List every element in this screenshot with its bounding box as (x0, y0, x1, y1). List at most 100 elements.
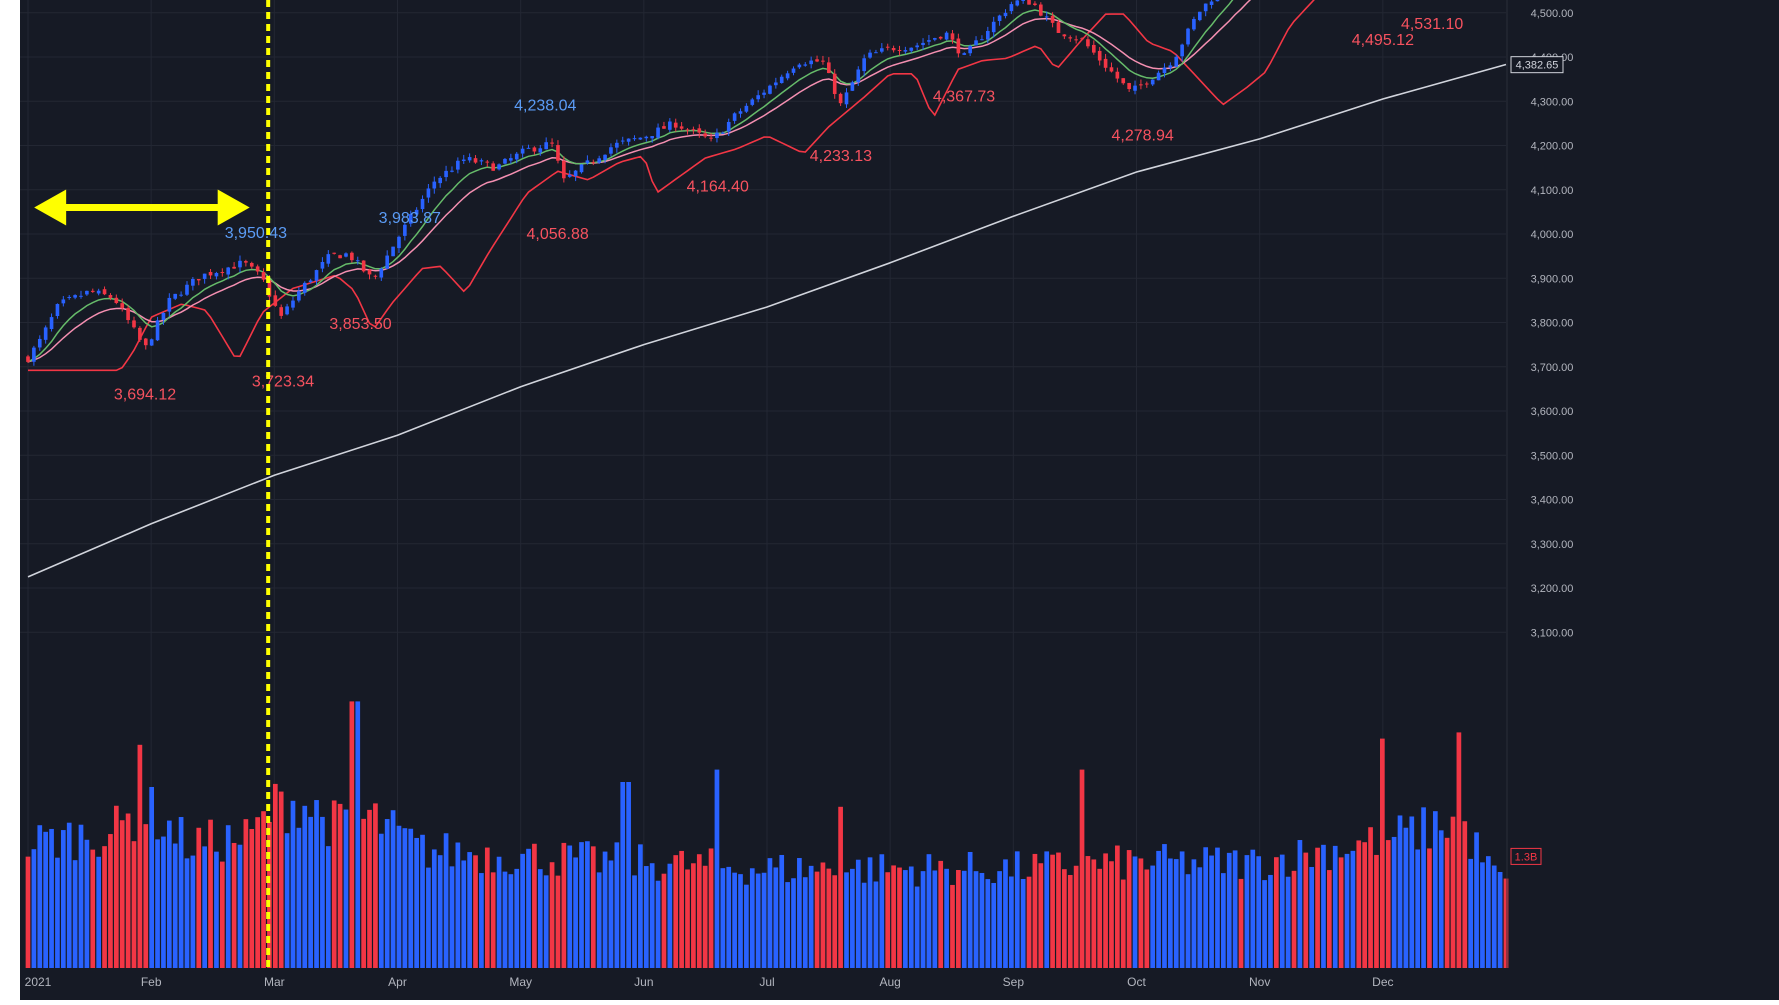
annotations (34, 0, 271, 1000)
candle-body (1127, 83, 1131, 90)
volume-bar (691, 863, 696, 968)
volume-bar (196, 827, 202, 968)
candle-body (297, 291, 301, 301)
volume-bar (991, 882, 997, 968)
volume-bar (1156, 850, 1161, 968)
candle-body (1056, 22, 1061, 33)
volume-bar (1368, 827, 1373, 968)
volume-bar (802, 877, 808, 968)
volume-bar (1256, 856, 1262, 968)
candle-body (420, 198, 425, 210)
time-axis[interactable]: 2021 Feb Mar Apr May Jun Jul Aug Sep Oct Nov Dec (20, 968, 1779, 1000)
candle-body (1209, 1, 1214, 5)
volume-bar (190, 855, 196, 968)
candle-body (815, 59, 819, 62)
candle-body (573, 170, 578, 177)
volume-bar (1215, 847, 1220, 968)
volume-bar (1221, 873, 1226, 968)
volume-bar (108, 834, 113, 968)
volume-bar (620, 782, 626, 968)
swing-high-label: 4,238.04 (514, 98, 576, 115)
swing-high-label: 3,983.87 (379, 210, 441, 227)
candle-body (650, 136, 654, 139)
volume-bar (632, 875, 637, 968)
volume-bar (1091, 859, 1097, 968)
volume-bar (808, 865, 814, 968)
volume-bar (1427, 848, 1432, 968)
volume-bar (638, 844, 643, 968)
sma-200-line (27, 63, 1507, 578)
volume-bar (537, 869, 543, 968)
volume-bar (1003, 859, 1008, 968)
candle-body (385, 255, 390, 269)
volume-bar (732, 872, 737, 968)
volume-bar (1173, 859, 1179, 968)
volume-bar (1067, 874, 1073, 968)
candle-body (921, 42, 925, 46)
volume-bar (1421, 807, 1426, 968)
candlestick-chart[interactable]: 3,950.433,983.874,238.044,545.854,718.50… (20, 0, 1779, 1000)
volume-bar (426, 867, 431, 968)
candle-body (1003, 12, 1008, 17)
volume-bar (1056, 852, 1061, 968)
volume-bar (337, 803, 343, 968)
candle-body (438, 177, 443, 184)
candle-body (709, 137, 713, 139)
swing-high-label: 3,950.43 (225, 225, 287, 242)
arrow-head-left (34, 189, 67, 226)
candle-body (750, 99, 755, 105)
price-tick-label: 4,000.00 (1531, 229, 1574, 241)
volume-bar (149, 786, 155, 968)
volume-bar (325, 846, 331, 968)
candle-body (403, 224, 407, 236)
volume-bar (844, 872, 849, 968)
chart-panel[interactable]: 3,950.433,983.874,238.044,545.854,718.50… (20, 0, 1779, 1000)
price-tick-label: 3,400.00 (1531, 495, 1574, 507)
candle-body (697, 128, 702, 133)
candle-body (615, 142, 619, 148)
candle-body (332, 252, 337, 254)
volume-bar (744, 884, 749, 968)
volume-bar (502, 871, 508, 968)
volume-bar (78, 824, 84, 968)
candle-body (944, 32, 949, 40)
volume-bar (437, 855, 443, 968)
candle-body (732, 113, 737, 121)
volume-bar (402, 828, 408, 968)
volume-bar (973, 871, 979, 968)
volume-bar (520, 853, 525, 968)
volume-bar (967, 851, 973, 968)
candle-body (179, 294, 183, 296)
volume-bar (1162, 844, 1167, 968)
arrow-head-right (217, 189, 250, 226)
swing-low-label: 4,278.94 (1112, 128, 1174, 145)
swing-low-label: 3,694.12 (114, 386, 176, 403)
volume-bar (720, 868, 726, 968)
candle-body (1133, 85, 1137, 91)
volume-bar (1397, 815, 1403, 968)
volume-bar (673, 855, 679, 968)
time-tick-label: 2021 (25, 975, 52, 989)
candle-body (1186, 28, 1190, 45)
volume-bar (1238, 878, 1244, 968)
candle-body (1021, 0, 1025, 1)
volume-bar (37, 825, 43, 968)
candle-body (662, 126, 666, 129)
candle-body (238, 260, 242, 268)
volume-bar (661, 873, 667, 968)
candle-body (856, 69, 861, 83)
volume-bar (1132, 856, 1138, 968)
volume-bar (1185, 874, 1191, 968)
volume-bar (378, 833, 384, 968)
candle-body (974, 40, 978, 46)
candle-body (632, 138, 637, 140)
volume-bar (826, 868, 832, 968)
candle-body (1091, 44, 1096, 53)
volume-bar (714, 769, 720, 968)
volume-bar (903, 870, 908, 968)
price-axis[interactable]: 3,100.00 3,200.00 3,300.00 3,400.00 3,500.00… (1506, 0, 1574, 1000)
candle-body (1162, 67, 1167, 74)
candle-body (320, 261, 325, 269)
volume-bar (820, 862, 826, 968)
candle-body (821, 60, 825, 62)
